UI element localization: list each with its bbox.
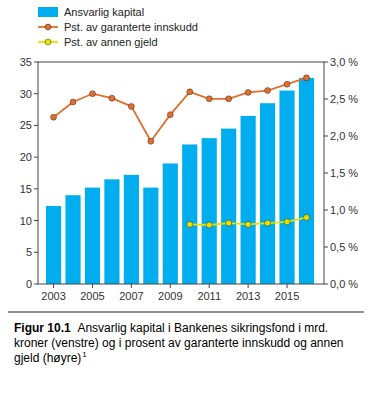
y-tick-label: 15 <box>20 183 32 195</box>
y-tick-label: 20 <box>20 151 32 163</box>
point <box>265 220 271 226</box>
y2-tick-label: 2,0 % <box>330 130 358 142</box>
y2-tick-label: 0,0 % <box>330 278 358 290</box>
y-tick <box>34 188 38 189</box>
legend-marker <box>45 39 51 45</box>
y-tick <box>34 125 38 126</box>
bar <box>143 188 158 284</box>
legend-label: Pst. av annen gjeld <box>64 36 158 48</box>
point <box>148 138 154 144</box>
legend-label: Pst. av garanterte innskudd <box>64 21 198 33</box>
point <box>70 99 76 105</box>
bar <box>104 179 119 284</box>
y2-tick-label: 1,0 % <box>330 204 358 216</box>
x-tick <box>92 284 93 288</box>
y-tick <box>34 93 38 94</box>
y2-tick <box>324 136 328 137</box>
y2-tick-label: 3,0 % <box>330 56 358 68</box>
y-tick-label: 25 <box>20 119 32 131</box>
caption-line: kroner (venstre) og i prosent av garante… <box>14 336 344 350</box>
point <box>284 219 290 225</box>
x-tick-label: 2005 <box>80 290 104 302</box>
y2-tick <box>324 173 328 174</box>
y-tick <box>34 252 38 253</box>
point <box>226 96 232 102</box>
bar <box>163 163 178 284</box>
point <box>206 96 212 102</box>
point <box>303 75 309 81</box>
y-tick-label: 0 <box>26 278 32 290</box>
x-tick <box>170 284 171 288</box>
point <box>226 220 232 226</box>
divider <box>8 312 364 313</box>
legend: Ansvarlig kapital Pst. av garanterte inns… <box>38 6 198 48</box>
y2-tick <box>324 247 328 248</box>
point <box>128 103 134 109</box>
bar <box>182 144 197 284</box>
plot-frame <box>38 62 324 284</box>
bar <box>202 138 217 284</box>
marks <box>46 75 314 284</box>
point <box>206 222 212 228</box>
x-tick <box>131 284 132 288</box>
x-tick-label: 2003 <box>41 290 65 302</box>
caption-line: Ansvarlig kapital i Bankenes sikringsfon… <box>77 321 328 335</box>
x-tick-label: 2007 <box>119 290 143 302</box>
x-tick-label: 2009 <box>158 290 182 302</box>
x-tick <box>53 284 54 288</box>
y2-tick-label: 1,5 % <box>330 167 358 179</box>
y2-tick <box>324 99 328 100</box>
point <box>187 221 193 227</box>
bar <box>260 103 275 284</box>
bar <box>241 116 256 284</box>
y-tick <box>34 220 38 221</box>
y2-tick-label: 2,5 % <box>330 93 358 105</box>
point <box>245 89 251 95</box>
y-tick <box>34 157 38 158</box>
legend-swatch <box>38 7 58 17</box>
caption-footnote-mark: 1 <box>82 350 87 359</box>
point <box>265 88 271 94</box>
y2-tick <box>324 210 328 211</box>
caption-text: Ansvarlig kapital i Bankenes sikringsfon… <box>14 321 344 365</box>
x-tick <box>248 284 249 288</box>
point <box>51 114 57 120</box>
x-tick-label: 2015 <box>275 290 299 302</box>
bar <box>85 188 100 284</box>
y2-tick-label: 0,5 % <box>330 241 358 253</box>
bar <box>299 78 314 284</box>
legend-label: Ansvarlig kapital <box>64 6 144 18</box>
bar <box>279 91 294 284</box>
caption-line: gjeld (høyre) <box>14 351 81 365</box>
y-tick-label: 5 <box>26 246 32 258</box>
x-tick <box>287 284 288 288</box>
y-tick-label: 10 <box>20 215 32 227</box>
point <box>109 95 115 101</box>
y-tick-label: 35 <box>20 56 32 68</box>
caption-title: Figur 10.1 <box>14 321 71 335</box>
y2-tick <box>324 62 328 63</box>
point <box>284 81 290 87</box>
y-tick <box>34 284 38 285</box>
bar <box>46 206 61 284</box>
x-tick <box>209 284 210 288</box>
y2-tick <box>324 284 328 285</box>
legend-marker <box>45 24 51 30</box>
chart: 2003 2005 2007 2009 2011 2013 2015 0 5 10 15 20 25 30… <box>0 0 372 416</box>
point <box>89 91 95 97</box>
x-tick-label: 2011 <box>197 290 221 302</box>
bar <box>65 195 80 284</box>
x-tick-label: 2013 <box>236 290 260 302</box>
point <box>303 214 309 220</box>
y-tick <box>34 62 38 63</box>
point <box>245 221 251 227</box>
point <box>187 89 193 95</box>
y-tick-label: 30 <box>20 88 32 100</box>
bar <box>124 175 139 284</box>
bar <box>221 129 236 284</box>
line <box>54 78 307 141</box>
point <box>167 112 173 118</box>
